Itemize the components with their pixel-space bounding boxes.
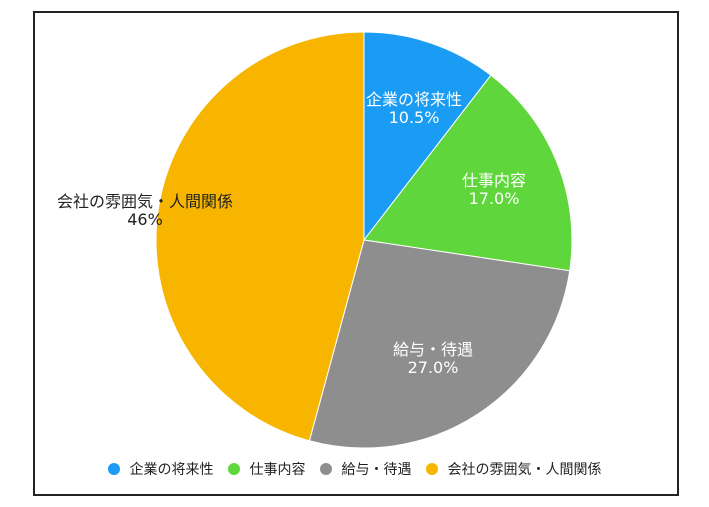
legend-dot-icon xyxy=(319,463,332,475)
slice-value: 17.0% xyxy=(468,189,520,208)
pie-slice-salary[interactable] xyxy=(308,239,571,449)
slice-name: 会社の雰囲気・人間関係 xyxy=(56,192,234,211)
pie-slice-future[interactable] xyxy=(363,31,492,242)
slice-value: 46% xyxy=(127,210,163,229)
legend-item-salary[interactable]: 給与・待遇 xyxy=(319,459,412,479)
pie-slice-atmosphere[interactable] xyxy=(155,31,365,442)
legend-item-work[interactable]: 仕事内容 xyxy=(227,459,306,479)
pie-slice-work[interactable] xyxy=(363,74,573,272)
legend-dot-icon xyxy=(227,463,240,475)
legend-label: 企業の将来性 xyxy=(129,462,214,478)
legend-label: 給与・待遇 xyxy=(341,462,412,478)
slice-name: 給与・待遇 xyxy=(392,340,474,359)
slice-label-atmosphere: 会社の雰囲気・人間関係 46% xyxy=(57,193,233,229)
slice-label-future: 企業の将来性 10.5% xyxy=(366,91,462,127)
slice-name: 仕事内容 xyxy=(461,171,527,190)
slice-value: 10.5% xyxy=(388,108,440,127)
slice-label-work: 仕事内容 17.0% xyxy=(462,172,526,208)
slice-label-salary: 給与・待遇 27.0% xyxy=(393,341,473,377)
legend-item-atmosphere[interactable]: 会社の雰囲気・人間関係 xyxy=(425,459,602,479)
legend-label: 会社の雰囲気・人間関係 xyxy=(447,462,602,478)
slice-value: 27.0% xyxy=(407,358,459,377)
legend-item-future[interactable]: 企業の将来性 xyxy=(107,459,214,479)
legend-dot-icon xyxy=(425,463,438,475)
chart-legend: 企業の将来性 仕事内容 給与・待遇 会社の雰囲気・人間関係 xyxy=(0,459,709,479)
legend-label: 仕事内容 xyxy=(249,462,306,478)
legend-dot-icon xyxy=(107,463,120,475)
slice-name: 企業の将来性 xyxy=(365,90,463,109)
